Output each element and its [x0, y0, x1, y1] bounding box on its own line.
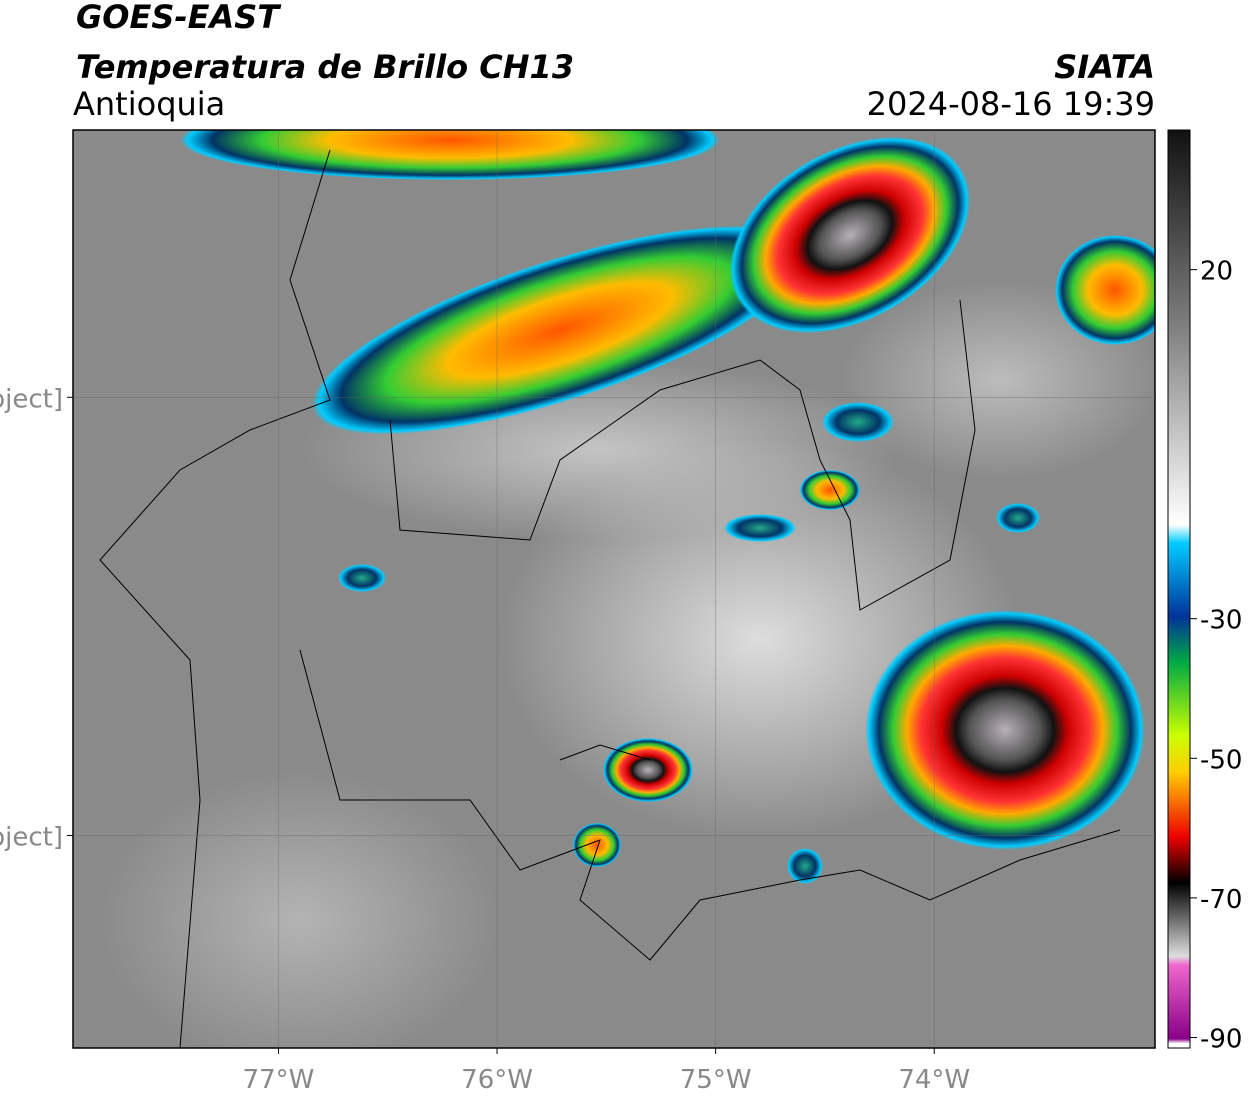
colorbar-tick-label: -90 — [1200, 1025, 1242, 1055]
colorbar-tick-label: -70 — [1200, 885, 1242, 915]
source: SIATA — [1054, 48, 1155, 86]
y-tick-label: [object Object] — [0, 822, 63, 852]
colorbar-tick-label: 20 — [1200, 257, 1233, 287]
datetime: 2024-08-16 19:39 — [867, 85, 1155, 123]
title: GOES-EAST — [76, 0, 281, 36]
region: Antioquia — [73, 85, 225, 123]
map-frame — [72, 129, 1156, 1049]
colorbar-tick-label: -50 — [1200, 745, 1242, 775]
colorbar — [1167, 129, 1191, 1049]
satellite-image — [73, 130, 1155, 1048]
x-tick-label: 77°W — [243, 1065, 315, 1095]
x-tick-label: 76°W — [461, 1065, 533, 1095]
x-tick-label: 74°W — [898, 1065, 970, 1095]
x-tick-label: 75°W — [680, 1065, 752, 1095]
y-tick-label: [object Object] — [0, 384, 63, 414]
colorbar-tick-label: -30 — [1200, 606, 1242, 636]
subtitle: Temperatura de Brillo CH13 — [76, 48, 574, 86]
